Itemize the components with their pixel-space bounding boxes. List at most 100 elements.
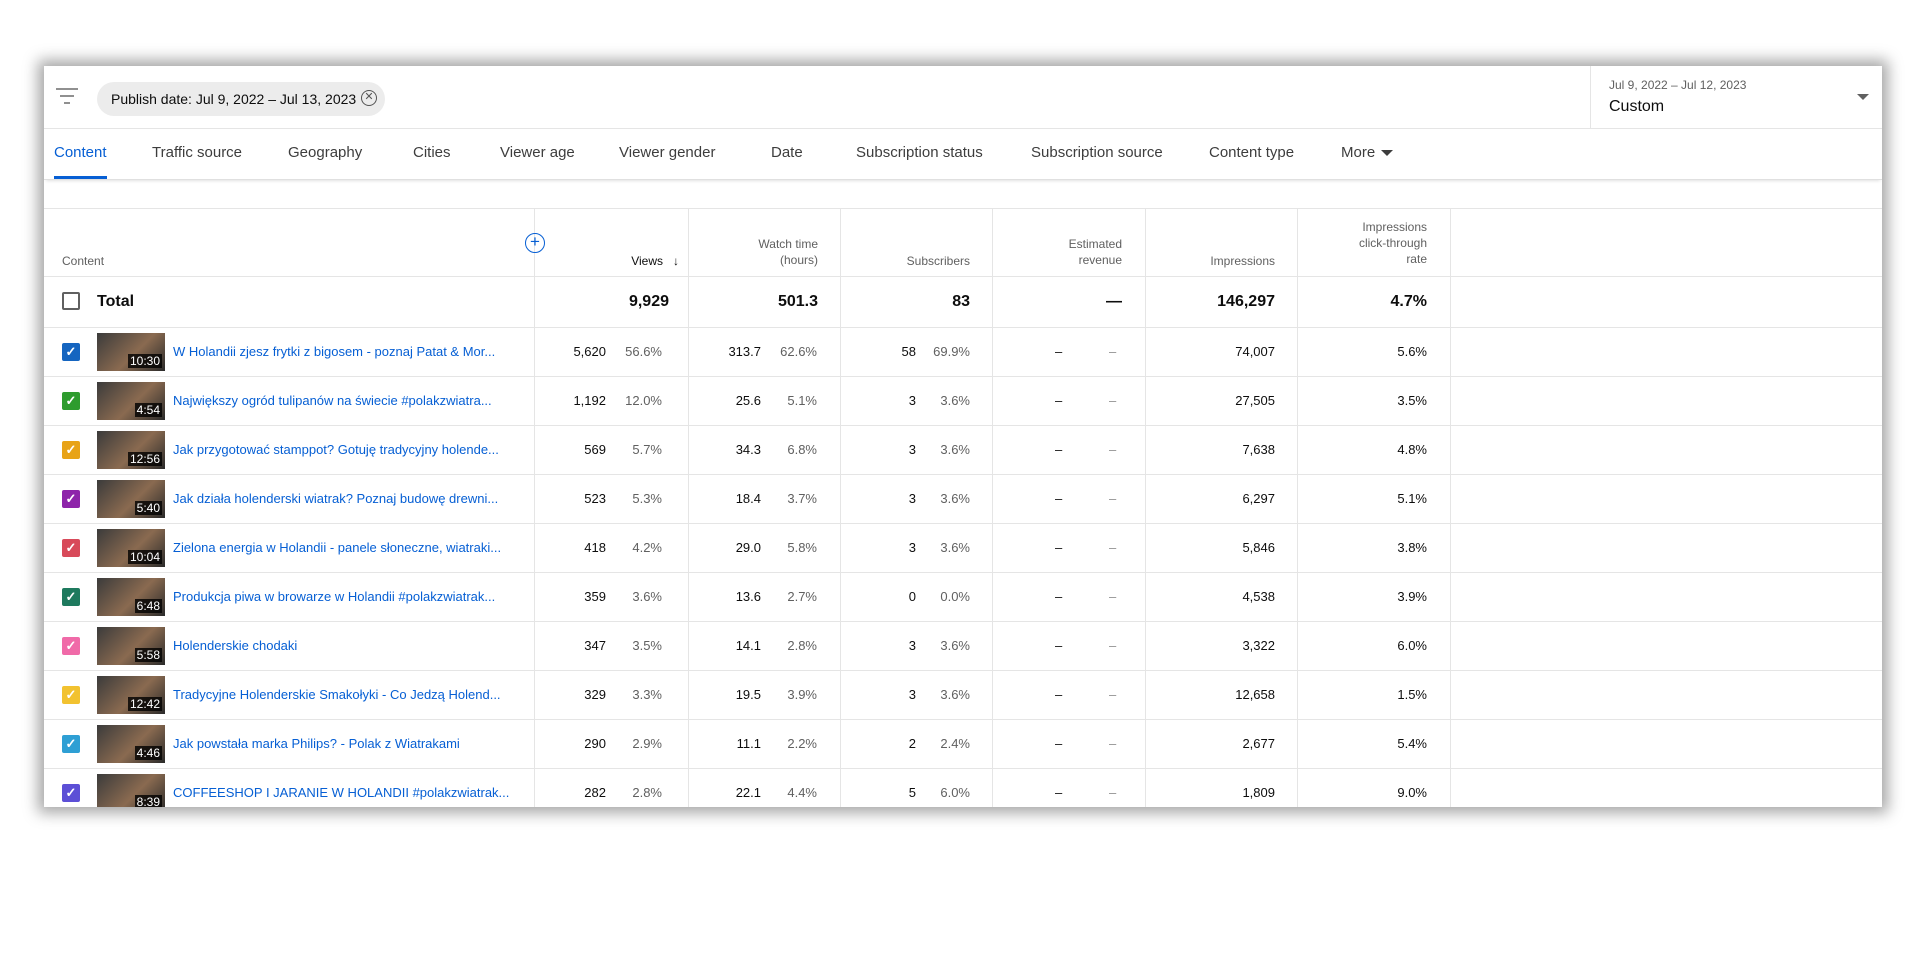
video-thumbnail[interactable]: 6:48	[97, 578, 165, 616]
subscribers-percent: 6.0%	[940, 785, 970, 800]
video-title-link[interactable]: Jak działa holenderski wiatrak? Poznaj b…	[173, 491, 499, 506]
video-thumbnail[interactable]: 12:56	[97, 431, 165, 469]
table-row[interactable]: ✓ 12:42 Tradycyjne Holenderskie Smakołyki …	[44, 671, 1882, 720]
views-value: 359	[584, 589, 606, 604]
ctr-value: 1.5%	[1397, 687, 1427, 702]
row-checkbox[interactable]: ✓	[62, 490, 80, 508]
watch-time-percent: 3.9%	[787, 687, 817, 702]
header-estimated-revenue[interactable]: Estimated revenue	[1002, 236, 1122, 268]
column-divider	[992, 209, 993, 807]
subscribers-value: 3	[908, 393, 916, 408]
views-percent: 3.6%	[632, 589, 662, 604]
video-title-link[interactable]: Produkcja piwa w browarze w Holandii #po…	[173, 589, 496, 604]
row-checkbox[interactable]: ✓	[62, 539, 80, 557]
header-watch-time[interactable]: Watch time (hours)	[698, 236, 818, 268]
video-thumbnail[interactable]: 4:46	[97, 725, 165, 763]
revenue-percent: –	[1109, 785, 1117, 800]
table-row[interactable]: ✓ 12:56 Jak przygotować stamppot? Gotuję t…	[44, 426, 1882, 475]
publish-date-filter-chip[interactable]: Publish date: Jul 9, 2022 – Jul 13, 2023…	[97, 82, 385, 116]
check-icon: ✓	[65, 344, 77, 359]
tab-more[interactable]: More	[1341, 129, 1394, 179]
header-ctr-line3: rate	[1406, 252, 1427, 266]
filter-icon[interactable]	[56, 88, 78, 106]
video-thumbnail[interactable]: 8:39	[97, 774, 165, 807]
header-views[interactable]: Views ↓	[544, 253, 679, 269]
row-checkbox[interactable]: ✓	[62, 637, 80, 655]
total-impressions: 146,297	[1217, 293, 1275, 310]
close-icon[interactable]: ✕	[361, 90, 377, 106]
table-row[interactable]: ✓ 10:30 W Holandii zjesz frytki z bigosem …	[44, 328, 1882, 377]
video-thumbnail[interactable]: 4:54	[97, 382, 165, 420]
video-title-link[interactable]: Zielona energia w Holandii - panele słon…	[173, 540, 502, 555]
subscribers-percent: 3.6%	[940, 638, 970, 653]
header-ctr[interactable]: Impressions click-through rate	[1307, 219, 1427, 267]
row-checkbox[interactable]: ✓	[62, 441, 80, 459]
video-thumbnail[interactable]: 10:30	[97, 333, 165, 371]
total-checkbox[interactable]	[62, 292, 80, 310]
check-icon: ✓	[65, 736, 77, 751]
tab-viewer-age[interactable]: Viewer age	[500, 144, 575, 161]
impressions-value: 4,538	[1242, 589, 1275, 604]
subscribers-percent: 3.6%	[940, 540, 970, 555]
table-row[interactable]: ✓ 5:58 Holenderskie chodaki 347 3.5% 14.1 2.8%…	[44, 622, 1882, 671]
video-title-link[interactable]: Największy ogród tulipanów na świecie #p…	[173, 393, 492, 408]
video-title-link[interactable]: Tradycyjne Holenderskie Smakołyki - Co J…	[173, 687, 501, 702]
subscribers-value: 0	[908, 589, 916, 604]
total-subscribers: 83	[952, 293, 970, 310]
video-thumbnail[interactable]: 10:04	[97, 529, 165, 567]
filter-bar: Publish date: Jul 9, 2022 – Jul 13, 2023…	[44, 66, 1882, 129]
ctr-value: 5.4%	[1397, 736, 1427, 751]
table-row[interactable]: ✓ 4:46 Jak powstała marka Philips? - Polak…	[44, 720, 1882, 769]
tab-geography[interactable]: Geography	[288, 144, 363, 161]
impressions-value: 6,297	[1242, 491, 1275, 506]
tab-subscription-status[interactable]: Subscription status	[856, 144, 983, 161]
add-circle-icon[interactable]: +	[525, 233, 545, 253]
subscribers-value: 3	[908, 687, 916, 702]
caret-down-icon	[1381, 150, 1394, 157]
header-subscribers[interactable]: Subscribers	[906, 254, 970, 268]
revenue-value: –	[1055, 638, 1063, 653]
tab-traffic-source[interactable]: Traffic source	[152, 144, 243, 161]
row-checkbox[interactable]: ✓	[62, 343, 80, 361]
row-checkbox[interactable]: ✓	[62, 588, 80, 606]
table-row[interactable]: ✓ 6:48 Produkcja piwa w browarze w Holandi…	[44, 573, 1882, 622]
ctr-value: 5.6%	[1397, 344, 1427, 359]
row-checkbox[interactable]: ✓	[62, 392, 80, 410]
header-impressions[interactable]: Impressions	[1210, 254, 1275, 268]
subscribers-percent: 3.6%	[940, 491, 970, 506]
video-title-link[interactable]: Jak przygotować stamppot? Gotuję tradycy…	[173, 442, 499, 457]
video-title-link[interactable]: W Holandii zjesz frytki z bigosem - pozn…	[173, 344, 496, 359]
views-percent: 5.3%	[632, 491, 662, 506]
row-checkbox[interactable]: ✓	[62, 735, 80, 753]
video-thumbnail[interactable]: 12:42	[97, 676, 165, 714]
table-row[interactable]: ✓ 10:04 Zielona energia w Holandii - panel…	[44, 524, 1882, 573]
tab-date[interactable]: Date	[771, 144, 803, 161]
ctr-value: 4.8%	[1397, 442, 1427, 457]
tab-content-type[interactable]: Content type	[1209, 144, 1295, 161]
total-views: 9,929	[628, 293, 669, 310]
table-row[interactable]: ✓ 4:54 Największy ogród tulipanów na świec…	[44, 377, 1882, 426]
table-row[interactable]: ✓ 8:39 COFFEESHOP I JARANIE W HOLANDII #po…	[44, 769, 1882, 807]
video-title-link[interactable]: Jak powstała marka Philips? - Polak z Wi…	[173, 736, 460, 751]
tab-cities[interactable]: Cities	[413, 144, 451, 161]
tab-subscription-source[interactable]: Subscription source	[1031, 144, 1163, 161]
video-title-link[interactable]: Holenderskie chodaki	[173, 638, 298, 653]
row-checkbox[interactable]: ✓	[62, 784, 80, 802]
row-checkbox[interactable]: ✓	[62, 686, 80, 704]
video-thumbnail[interactable]: 5:40	[97, 480, 165, 518]
ctr-value: 5.1%	[1397, 491, 1427, 506]
tab-content[interactable]: Content	[54, 129, 107, 179]
total-row: Total 9,929 501.3 83 — 146,297 4.7%	[44, 277, 1882, 328]
date-range-picker[interactable]: Jul 9, 2022 – Jul 12, 2023 Custom	[1590, 66, 1882, 128]
revenue-value: –	[1055, 344, 1063, 359]
table-row[interactable]: ✓ 5:40 Jak działa holenderski wiatrak? Poz…	[44, 475, 1882, 524]
column-divider	[534, 209, 535, 807]
tab-viewer-gender[interactable]: Viewer gender	[619, 144, 716, 161]
video-thumbnail[interactable]: 5:58	[97, 627, 165, 665]
revenue-percent: –	[1109, 589, 1117, 604]
video-title-link[interactable]: COFFEESHOP I JARANIE W HOLANDII #polakzw…	[173, 785, 510, 800]
watch-time-value: 34.3	[735, 442, 761, 457]
ctr-value: 3.5%	[1397, 393, 1427, 408]
views-percent: 56.6%	[625, 344, 662, 359]
watch-time-percent: 2.2%	[787, 736, 817, 751]
